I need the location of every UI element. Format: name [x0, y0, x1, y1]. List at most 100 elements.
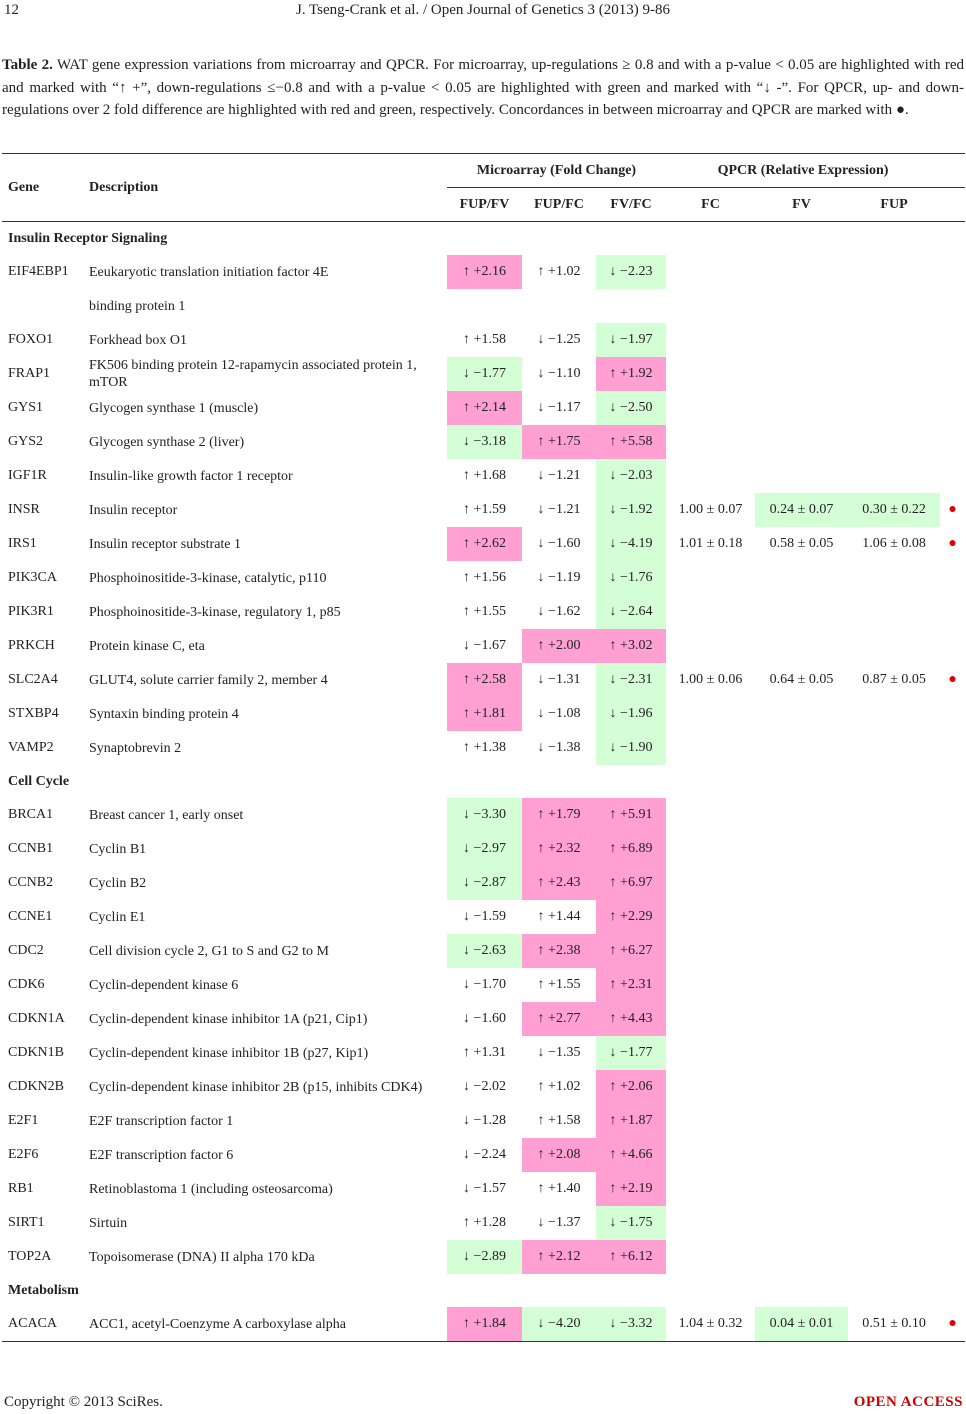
table-row: FRAP1 FK506 binding protein 12-rapamycin …: [2, 357, 965, 391]
gene-symbol: CDKN1A: [8, 1011, 65, 1026]
microarray-value: [596, 289, 666, 323]
col-fv-header: FV: [755, 187, 849, 222]
microarray-value: ↑ +1.55: [537, 977, 581, 992]
concordance-dot: [940, 1070, 965, 1104]
qpcr-value: 0.04 ± 0.01: [755, 1307, 849, 1342]
qpcr-value: [755, 1206, 848, 1240]
qpcr-value: [666, 1070, 755, 1104]
qpcr-value: [666, 1206, 755, 1240]
concordance-dot: [940, 1172, 965, 1206]
microarray-value: ↑ +1.40: [537, 1181, 581, 1196]
microarray-value: ↑ +1.79: [522, 798, 596, 832]
qpcr-value: [666, 1138, 755, 1172]
table-row: CCNB2 Cyclin B2 ↓ −2.87 ↑ +2.43 ↑ +6.97: [2, 866, 965, 900]
qpcr-value: [848, 323, 940, 357]
qpcr-value: [848, 1070, 940, 1104]
open-access-label: OPEN ACCESS: [853, 1394, 963, 1410]
gene-description: Topoisomerase (DNA) II alpha 170 kDa: [89, 1249, 315, 1265]
concordance-dot: [940, 595, 965, 629]
microarray-value: ↓ −2.31: [596, 663, 667, 697]
table-row: GYS1 Glycogen synthase 1 (muscle) ↑ +2.14 ↓…: [2, 391, 965, 425]
concordance-dot: [940, 1002, 965, 1036]
table-row: PIK3R1 Phosphoinositide-3-kinase, regulat…: [2, 595, 965, 629]
table-body: Insulin Receptor Signaling EIF4EBP1 Eeukar…: [2, 222, 966, 1342]
qpcr-value: [848, 255, 940, 289]
table-row: PIK3CA Phosphoinositide-3-kinase, catalyt…: [2, 561, 965, 595]
microarray-value: ↓ −1.31: [537, 672, 581, 687]
gene-symbol: GYS2: [8, 434, 44, 449]
table-row: CDC2 Cell division cycle 2, G1 to S and G…: [2, 934, 965, 968]
microarray-value: ↓ −2.87: [447, 866, 522, 900]
microarray-value: ↑ +1.92: [596, 357, 667, 391]
qpcr-value: 1.06 ± 0.08: [862, 536, 926, 551]
table-row: CDKN1A Cyclin-dependent kinase inhibitor …: [2, 1002, 965, 1036]
gene-symbol: PRKCH: [8, 638, 55, 653]
microarray-value: ↓ −1.28: [463, 1113, 506, 1128]
microarray-value: ↓ −1.75: [596, 1206, 667, 1240]
concordance-dot: [940, 1138, 965, 1172]
qpcr-value: [666, 968, 755, 1002]
caption-text: WAT gene expression variations from micr…: [2, 57, 964, 118]
microarray-value: ↓ −1.38: [537, 740, 581, 755]
microarray-value: ↓ −3.18: [447, 425, 522, 459]
concordance-dot: [940, 357, 965, 391]
qpcr-value: [755, 1104, 848, 1138]
microarray-value: ↓ −2.23: [596, 255, 667, 289]
gene-description: Glycogen synthase 1 (muscle): [89, 400, 259, 416]
gene-symbol: E2F1: [8, 1113, 39, 1128]
microarray-value: ↑ +2.12: [522, 1240, 596, 1274]
table-row: SIRT1 Sirtuin ↑ +1.28 ↓ −1.37 ↓ −1.75: [2, 1206, 965, 1240]
microarray-value: ↑ +2.14: [447, 391, 522, 425]
concordance-dot: [940, 697, 965, 731]
qpcr-value: [755, 629, 848, 663]
col-fup-header: FUP: [848, 187, 941, 222]
qpcr-value: [755, 1172, 848, 1206]
microarray-value: ↑ +1.68: [463, 468, 506, 483]
table-row: E2F6 E2F transcription factor 6 ↓ −2.24 ↑ +…: [2, 1138, 965, 1172]
col-fv-fc-header: FV/FC: [596, 187, 667, 222]
qpcr-value: [848, 1138, 940, 1172]
col-fup-fc-header: FUP/FC: [522, 187, 596, 222]
microarray-value: ↑ +6.12: [596, 1240, 667, 1274]
gene-description: ACC1, acetyl-Coenzyme A carboxylase alph…: [89, 1307, 447, 1342]
gene-symbol: CCNB2: [8, 875, 54, 890]
qpcr-value: [666, 323, 755, 357]
table-row: EIF4EBP1 Eeukaryotic translation initiati…: [2, 255, 965, 289]
qpcr-value: [666, 391, 755, 425]
gene-symbol: FRAP1: [8, 366, 51, 381]
gene-description: Phosphoinositide-3-kinase, regulatory 1,…: [89, 604, 341, 620]
gene-symbol: PIK3CA: [8, 570, 58, 585]
qpcr-value: [666, 459, 755, 493]
microarray-value: ↑ +1.44: [537, 909, 581, 924]
gene-symbol: SIRT1: [8, 1215, 45, 1230]
qpcr-value: [755, 1002, 848, 1036]
microarray-value: ↑ +2.08: [522, 1138, 596, 1172]
microarray-value: ↓ −1.21: [537, 468, 581, 483]
caption-label: Table 2.: [2, 57, 53, 73]
gene-symbol: FOXO1: [8, 332, 54, 347]
gene-symbol: CCNE1: [8, 909, 53, 924]
qpcr-value: [848, 561, 940, 595]
concordance-dot: [940, 1240, 965, 1274]
table-row: RB1 Retinoblastoma 1 (including osteosarc…: [2, 1172, 965, 1206]
gene-description: Cyclin-dependent kinase inhibitor 1B (p2…: [89, 1045, 369, 1061]
section-title: Cell Cycle: [8, 773, 70, 789]
microarray-value: ↑ +1.02: [537, 264, 581, 279]
microarray-value: ↓ −2.63: [447, 934, 522, 968]
microarray-value: ↓ −1.62: [537, 604, 581, 619]
gene-description: Synaptobrevin 2: [89, 740, 182, 756]
gene-description: Sirtuin: [89, 1215, 128, 1231]
gene-symbol: CCNB1: [8, 841, 54, 856]
qpcr-value: [666, 731, 755, 765]
microarray-value: ↓ −1.76: [596, 561, 667, 595]
table-row: GYS2 Glycogen synthase 2 (liver) ↓ −3.18 ↑ …: [2, 425, 965, 459]
table-row: TOP2A Topoisomerase (DNA) II alpha 170 kD…: [2, 1240, 965, 1274]
qpcr-value: [666, 1104, 755, 1138]
gene-description: Insulin-like growth factor 1 receptor: [89, 468, 293, 484]
microarray-value: ↓ −3.32: [596, 1307, 667, 1342]
gene-symbol: E2F6: [8, 1147, 39, 1162]
concordance-dot: ●: [948, 502, 957, 517]
microarray-value: ↓ −1.77: [596, 1036, 667, 1070]
microarray-value: ↑ +6.97: [596, 866, 667, 900]
qpcr-value: [848, 629, 940, 663]
